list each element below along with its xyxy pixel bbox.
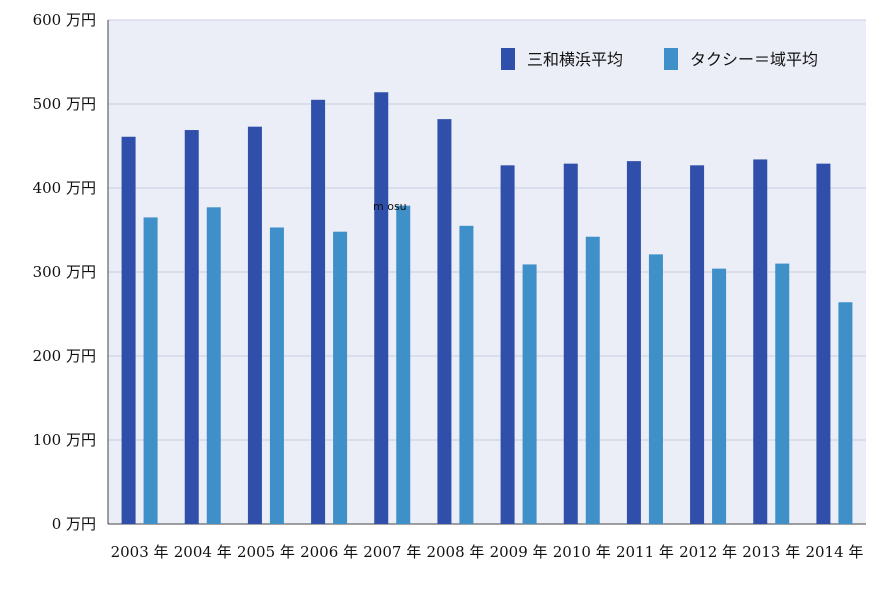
y-tick-label: 200 万円 xyxy=(33,347,96,365)
bar-series-2-4 xyxy=(333,231,348,524)
legend: 三和横浜平均 タクシー＝域平均 xyxy=(501,48,818,70)
bar-series-2-2 xyxy=(206,207,221,524)
y-tick-label: 0 万円 xyxy=(52,515,96,533)
bar-series-2-8 xyxy=(585,236,600,524)
bar-series-1-10 xyxy=(690,165,705,524)
bar-series-2-3 xyxy=(269,227,284,525)
legend-swatch-series-2 xyxy=(664,48,678,70)
x-tick-label: 2013 年 xyxy=(742,543,800,561)
bar-series-1-6 xyxy=(437,119,452,525)
bar-series-2-11 xyxy=(775,263,790,524)
y-tick-label: 100 万円 xyxy=(33,431,96,449)
bar-series-2-1 xyxy=(143,217,158,524)
x-tick-label: 2010 年 xyxy=(553,543,611,561)
bar-series-1-4 xyxy=(311,99,326,525)
x-tick-label: 2006 年 xyxy=(300,543,358,561)
gridlines xyxy=(107,19,866,525)
stray-annotation: m osu xyxy=(373,200,407,213)
bar-series-2-5 xyxy=(396,205,411,524)
bar-series-2-9 xyxy=(648,254,663,525)
bar-series-2-10 xyxy=(712,268,727,524)
bars xyxy=(121,92,853,525)
bar-series-1-7 xyxy=(500,165,515,524)
bar-series-1-3 xyxy=(247,126,262,525)
bar-series-2-12 xyxy=(838,302,853,524)
bar-series-1-1 xyxy=(121,136,136,524)
x-tick-label: 2007 年 xyxy=(363,543,421,561)
legend-label-series-1: 三和横浜平均 xyxy=(527,50,623,69)
x-tick-label: 2005 年 xyxy=(237,543,295,561)
x-tick-label: 2008 年 xyxy=(426,543,484,561)
bar-series-1-5 xyxy=(374,92,389,525)
x-axis: 2003 年 2004 年 2005 年 2006 年 2007 年 2008 年 2009… xyxy=(111,543,864,561)
bar-series-1-11 xyxy=(753,159,768,524)
y-tick-label: 600 万円 xyxy=(33,11,96,29)
x-tick-label: 2014 年 xyxy=(805,543,863,561)
y-axis: 0 万円 100 万円 200 万円 300 万円 400 万円 500 万円 600 万円 xyxy=(33,11,96,533)
x-tick-label: 2012 年 xyxy=(679,543,737,561)
bar-series-1-8 xyxy=(563,163,578,524)
y-tick-label: 300 万円 xyxy=(33,263,96,281)
bar-series-2-7 xyxy=(522,264,537,524)
x-tick-label: 2003 年 xyxy=(111,543,169,561)
x-tick-label: 2004 年 xyxy=(174,543,232,561)
x-tick-label: 2009 年 xyxy=(490,543,548,561)
y-tick-label: 500 万円 xyxy=(33,95,96,113)
legend-label-series-2: タクシー＝域平均 xyxy=(690,50,818,69)
bar-series-1-2 xyxy=(184,130,199,525)
bar-series-2-6 xyxy=(459,225,474,525)
x-tick-label: 2011 年 xyxy=(616,543,674,561)
y-tick-label: 400 万円 xyxy=(33,179,96,197)
bar-series-1-12 xyxy=(816,163,831,524)
bar-series-1-9 xyxy=(626,161,641,524)
legend-swatch-series-1 xyxy=(501,48,515,70)
